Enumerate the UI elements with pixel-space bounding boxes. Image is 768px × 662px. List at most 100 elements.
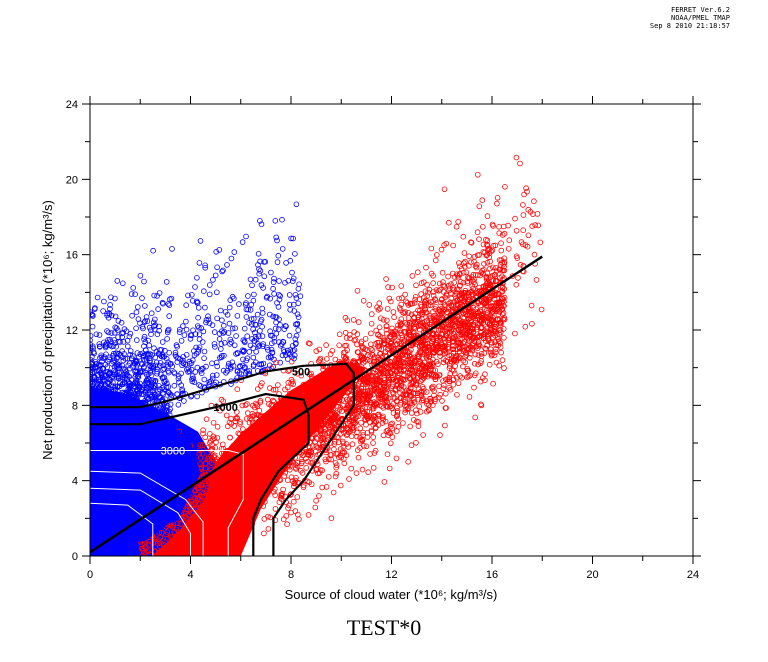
blue-point bbox=[280, 347, 287, 353]
blue-point bbox=[120, 381, 126, 387]
blue-point bbox=[194, 393, 200, 400]
blue-point bbox=[106, 370, 113, 376]
blue-point bbox=[247, 307, 254, 313]
red-point bbox=[237, 421, 243, 427]
red-point bbox=[275, 382, 281, 388]
red-point bbox=[270, 386, 277, 393]
red-point bbox=[417, 373, 424, 380]
blue-point bbox=[270, 285, 276, 292]
blue-point bbox=[142, 339, 149, 346]
blue-point bbox=[256, 342, 263, 349]
blue-point bbox=[139, 361, 146, 368]
blue-point bbox=[271, 275, 277, 282]
red-point bbox=[401, 377, 408, 383]
red-point bbox=[257, 383, 264, 389]
red-point bbox=[391, 371, 398, 377]
blue-point bbox=[100, 355, 106, 362]
blue-point bbox=[247, 342, 254, 349]
red-point bbox=[381, 337, 387, 344]
blue-point bbox=[251, 315, 257, 322]
red-point bbox=[265, 396, 271, 403]
blue-point bbox=[219, 317, 225, 324]
blue-point bbox=[216, 247, 223, 253]
blue-point bbox=[140, 352, 147, 359]
red-point bbox=[454, 297, 460, 304]
blue-point bbox=[150, 384, 156, 390]
red-point bbox=[398, 332, 405, 339]
red-point bbox=[272, 506, 279, 512]
blue-point bbox=[282, 352, 289, 359]
blue-point bbox=[101, 339, 107, 346]
blue-point bbox=[94, 294, 101, 301]
blue-point bbox=[141, 333, 148, 340]
blue-point bbox=[189, 297, 196, 304]
red-point bbox=[347, 335, 353, 342]
blue-point bbox=[156, 351, 163, 357]
red-point bbox=[475, 352, 482, 359]
blue-point bbox=[183, 326, 190, 333]
blue-point bbox=[166, 302, 173, 309]
blue-point bbox=[98, 380, 105, 387]
blue-point bbox=[252, 276, 259, 283]
blue-point bbox=[207, 282, 213, 288]
blue-point bbox=[287, 257, 294, 264]
red-point bbox=[285, 505, 291, 511]
blue-point bbox=[118, 319, 125, 326]
blue-point bbox=[248, 316, 255, 322]
blue-point bbox=[164, 329, 171, 336]
blue-point bbox=[210, 277, 216, 283]
red-point bbox=[266, 385, 273, 391]
blue-point bbox=[196, 324, 202, 331]
blue-point bbox=[158, 371, 164, 378]
blue-point bbox=[113, 325, 120, 331]
blue-point bbox=[120, 280, 126, 287]
blue-point bbox=[195, 314, 201, 321]
red-point bbox=[377, 333, 383, 340]
blue-point bbox=[103, 351, 109, 358]
red-point bbox=[430, 280, 436, 286]
blue-point bbox=[137, 272, 144, 279]
blue-point bbox=[189, 291, 195, 298]
red-point bbox=[290, 483, 297, 490]
blue-point bbox=[181, 332, 188, 338]
blue-point bbox=[129, 312, 135, 319]
blue-point bbox=[132, 374, 139, 380]
red-point bbox=[393, 455, 400, 462]
blue-point bbox=[196, 382, 202, 388]
blue-point bbox=[97, 344, 103, 350]
red-point bbox=[245, 410, 251, 416]
red-point bbox=[244, 401, 250, 407]
blue-point bbox=[194, 274, 200, 281]
blue-point bbox=[139, 323, 146, 330]
red-point bbox=[501, 365, 507, 371]
red-point bbox=[396, 305, 403, 311]
blue-point bbox=[137, 380, 143, 387]
blue-point bbox=[243, 233, 249, 240]
blue-point bbox=[134, 337, 140, 343]
blue-point bbox=[175, 375, 182, 382]
blue-point bbox=[192, 284, 198, 290]
blue-point bbox=[150, 364, 157, 371]
blue-point bbox=[154, 331, 161, 338]
blue-point bbox=[109, 373, 116, 380]
blue-point bbox=[127, 387, 133, 394]
blue-point bbox=[143, 347, 149, 353]
red-point bbox=[477, 378, 484, 385]
blue-point bbox=[244, 333, 251, 340]
blue-point bbox=[96, 332, 103, 338]
blue-point bbox=[142, 303, 148, 309]
red-point bbox=[388, 328, 395, 335]
blue-point bbox=[203, 317, 210, 323]
red-point bbox=[346, 476, 352, 482]
red-point bbox=[309, 443, 316, 450]
blue-point bbox=[224, 262, 230, 268]
blue-point bbox=[187, 332, 194, 339]
blue-point bbox=[255, 343, 262, 350]
blue-point bbox=[221, 339, 228, 346]
blue-point bbox=[105, 379, 112, 386]
red-point bbox=[187, 506, 193, 512]
blue-point bbox=[110, 358, 116, 365]
red-point bbox=[343, 441, 350, 447]
blue-point bbox=[284, 347, 291, 354]
